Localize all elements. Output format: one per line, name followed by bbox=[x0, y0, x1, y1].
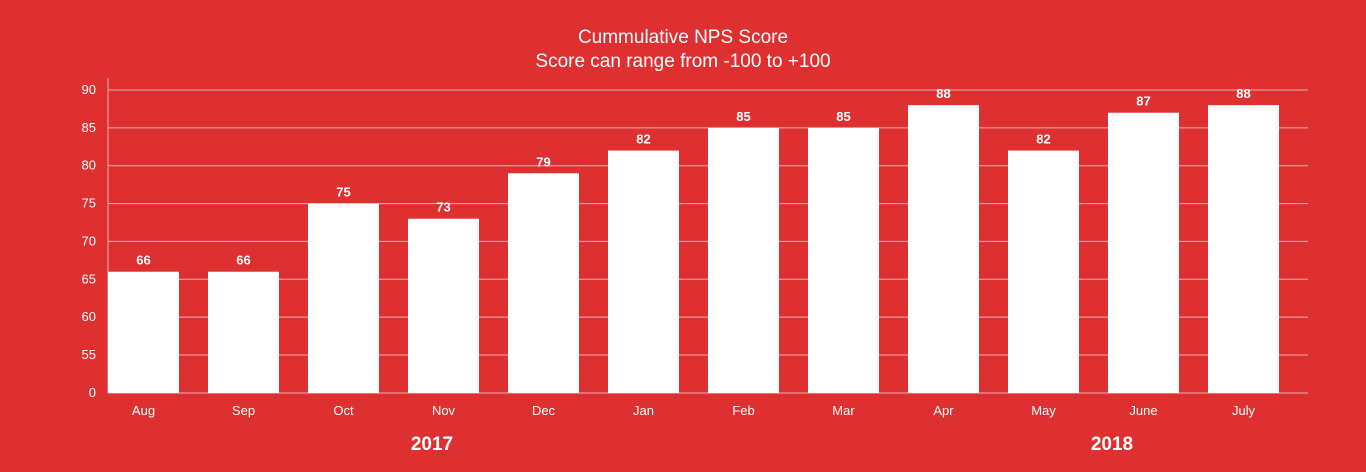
y-tick-label: 60 bbox=[82, 309, 96, 324]
bar-value-label: 79 bbox=[536, 154, 550, 169]
bar-value-label: 85 bbox=[736, 109, 750, 124]
bar-value-label: 85 bbox=[836, 109, 850, 124]
year-group-label: 2017 bbox=[411, 434, 453, 455]
x-tick-label: Aug bbox=[132, 403, 155, 418]
x-tick-label: Jan bbox=[633, 403, 654, 418]
bar bbox=[608, 150, 679, 393]
chart-subtitle: Score can range from -100 to +100 bbox=[535, 51, 830, 72]
x-tick-label: June bbox=[1129, 403, 1157, 418]
bar bbox=[308, 203, 379, 393]
x-tick-label: July bbox=[1232, 403, 1256, 418]
bar-value-label: 82 bbox=[1036, 132, 1050, 147]
y-tick-label: 80 bbox=[82, 158, 96, 173]
x-axis: Aug Sep Oct Nov Dec Jan Feb Mar Apr May June July bbox=[132, 403, 1256, 418]
bar-value-label: 66 bbox=[236, 253, 250, 268]
y-tick-label: 0 bbox=[89, 385, 96, 400]
x-tick-label: Nov bbox=[432, 403, 456, 418]
bar-value-label: 88 bbox=[936, 86, 950, 101]
bar bbox=[1008, 150, 1079, 393]
bar bbox=[508, 173, 579, 393]
bar bbox=[408, 218, 479, 393]
y-tick-label: 55 bbox=[82, 347, 96, 362]
x-tick-label: Apr bbox=[933, 403, 954, 418]
y-tick-label: 75 bbox=[82, 196, 96, 211]
bar-value-label: 82 bbox=[636, 132, 650, 147]
x-tick-label: Oct bbox=[333, 403, 354, 418]
bar-value-label: 73 bbox=[436, 200, 450, 215]
bar bbox=[908, 105, 979, 394]
x-tick-label: Feb bbox=[732, 403, 754, 418]
y-tick-label: 70 bbox=[82, 233, 96, 248]
y-tick-label: 90 bbox=[82, 82, 96, 97]
bar bbox=[208, 271, 279, 393]
bar bbox=[1108, 112, 1179, 393]
y-axis: 0 55 60 65 70 75 80 85 90 bbox=[82, 78, 109, 400]
bars bbox=[108, 105, 1279, 394]
bar-value-label: 66 bbox=[136, 253, 150, 268]
bar bbox=[708, 127, 779, 393]
x-tick-label: Sep bbox=[232, 403, 255, 418]
bar bbox=[1208, 105, 1279, 394]
bar bbox=[808, 127, 879, 393]
x-tick-label: Mar bbox=[832, 403, 855, 418]
y-tick-label: 65 bbox=[82, 271, 96, 286]
bar-value-label: 88 bbox=[1236, 86, 1250, 101]
year-group-label: 2018 bbox=[1091, 434, 1133, 455]
chart-title: Cummulative NPS Score bbox=[578, 27, 788, 48]
bar bbox=[108, 271, 179, 393]
bar-value-label: 75 bbox=[336, 185, 350, 200]
y-tick-label: 85 bbox=[82, 120, 96, 135]
bar-value-label: 87 bbox=[1136, 94, 1150, 109]
data-labels: 66 66 75 73 79 82 85 85 88 82 87 88 bbox=[136, 86, 1250, 268]
x-tick-label: May bbox=[1031, 403, 1056, 418]
x-tick-label: Dec bbox=[532, 403, 556, 418]
year-groups: 2017 2018 bbox=[411, 434, 1133, 455]
